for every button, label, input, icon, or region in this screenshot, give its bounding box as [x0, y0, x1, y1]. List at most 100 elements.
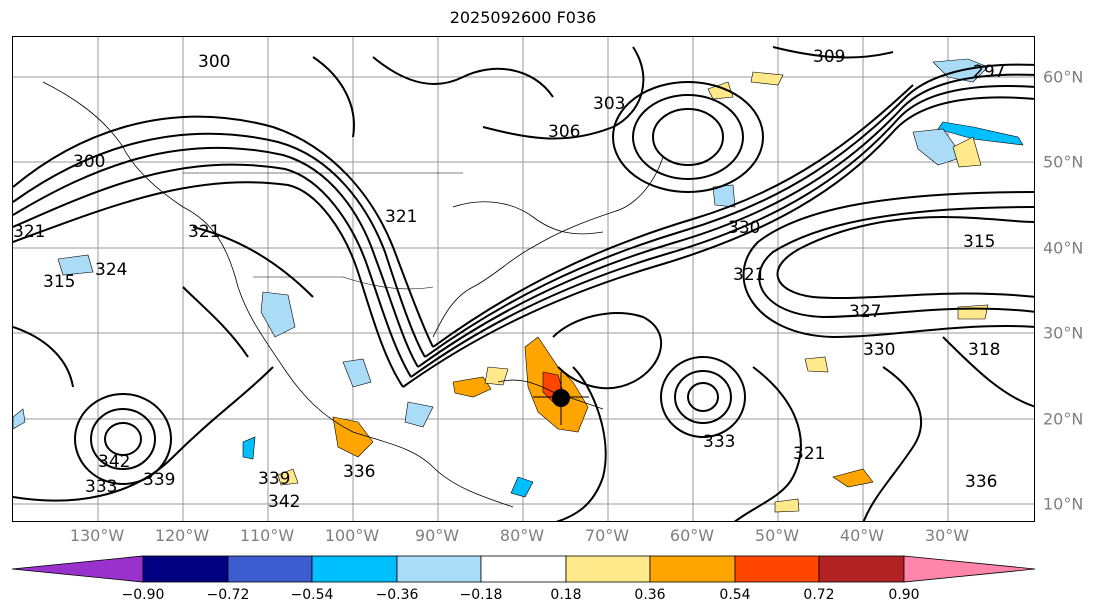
yellow-shade — [750, 71, 784, 86]
contour-label: 339 — [143, 470, 175, 490]
lightblue-shade — [404, 401, 434, 428]
contour-line — [862, 366, 923, 521]
lightblue-shade — [13, 408, 26, 430]
lat-label: 50°N — [1043, 152, 1084, 172]
yellow-shade — [774, 498, 800, 513]
cyan-shade — [510, 476, 534, 498]
lon-label: 80°W — [499, 526, 545, 545]
contour-line — [942, 336, 1034, 408]
contour-label: 300 — [73, 152, 105, 172]
contour-line — [432, 84, 914, 348]
contour-line — [652, 108, 724, 166]
colorbar-tick: 0.90 — [888, 587, 920, 603]
colorbar-segment — [227, 555, 313, 583]
yellow-shade — [804, 356, 829, 373]
colorbar-tick: −0.18 — [459, 587, 503, 603]
map-panel: 300 300 303 306 309 297 315 315 318 321 … — [12, 36, 1035, 522]
lon-label: 120°W — [154, 526, 210, 545]
contour-line — [402, 96, 1034, 388]
colorbar-segment — [818, 555, 905, 583]
contour-line — [13, 326, 74, 388]
colorbar-segment — [480, 555, 567, 583]
storm-track — [533, 372, 589, 425]
lightblue-shade — [712, 184, 736, 208]
contour-line — [632, 94, 744, 180]
colorbar-tick: −0.72 — [206, 587, 250, 603]
coastlines — [42, 81, 664, 508]
yellow-shade — [484, 366, 509, 386]
yellow-shade — [277, 468, 299, 486]
shaded-fields — [13, 58, 1024, 513]
contour-line — [687, 382, 719, 412]
colorbar-segment — [903, 555, 1036, 583]
contour-line — [13, 181, 404, 388]
contour-lines — [13, 46, 1034, 521]
cyan-shade — [242, 436, 256, 460]
contour-line — [104, 422, 142, 456]
contour-label: 327 — [849, 302, 881, 322]
border-line — [253, 276, 434, 290]
contour-label: 321 — [188, 222, 220, 242]
colorbar-tick: −0.90 — [121, 587, 165, 603]
contour-line — [13, 146, 419, 368]
contour-label: 318 — [968, 340, 1000, 360]
contour-line — [182, 286, 249, 358]
colorbar-segments — [12, 555, 1036, 583]
coastline — [42, 81, 514, 508]
lat-label: 30°N — [1043, 323, 1084, 343]
contour-line — [660, 356, 746, 438]
contour-label: 309 — [813, 47, 845, 67]
contour-label: 339 — [258, 469, 290, 489]
colorbar-tick: −0.36 — [375, 587, 419, 603]
contour-line — [552, 312, 662, 390]
yellow-shade — [707, 81, 734, 100]
colorbar-segment — [565, 555, 651, 583]
lat-label: 10°N — [1043, 494, 1084, 514]
figure-title: 2025092600 F036 — [449, 8, 597, 27]
contour-label: 321 — [13, 222, 45, 242]
colorbar-segment — [734, 555, 820, 583]
contour-line — [742, 191, 1034, 339]
lightblue-shade — [57, 254, 94, 276]
contour-label: 324 — [95, 260, 127, 280]
lat-label: 60°N — [1043, 67, 1084, 87]
contour-line — [192, 226, 314, 298]
contour-label: 336 — [343, 462, 375, 482]
contour-line — [74, 393, 172, 485]
lon-label: 70°W — [584, 526, 630, 545]
colorbar-segment — [396, 555, 482, 583]
contour-line — [90, 408, 156, 470]
contour-label: 342 — [268, 492, 300, 512]
contour-line — [734, 366, 802, 521]
lightblue-shade — [260, 291, 296, 338]
contour-line — [555, 366, 607, 521]
contour-line — [417, 73, 1034, 368]
contour-line — [482, 46, 645, 140]
lon-label: 110°W — [239, 526, 295, 545]
contour-label: 300 — [198, 52, 230, 72]
contour-label: 333 — [85, 477, 117, 497]
graticule — [13, 37, 1034, 521]
cyan-shade — [937, 121, 1024, 146]
colorbar-segment — [311, 555, 398, 583]
contour-line — [13, 163, 412, 378]
colorbar-segment — [649, 555, 736, 583]
lon-label: 60°W — [669, 526, 715, 545]
contour-label: 333 — [703, 432, 735, 452]
contour-label: 306 — [548, 122, 580, 142]
colorbar-segment — [12, 555, 144, 583]
colorbar — [12, 555, 1036, 583]
lightblue-shade — [912, 128, 964, 166]
lon-label: 90°W — [414, 526, 460, 545]
yellow-shade — [952, 136, 982, 168]
contour-label: 336 — [965, 472, 997, 492]
map-canvas: 300 300 303 306 309 297 315 315 318 321 … — [13, 37, 1034, 521]
coastline — [497, 379, 604, 410]
colorbar-tick: 0.18 — [550, 587, 582, 603]
lon-label: 30°W — [924, 526, 970, 545]
lat-label: 40°N — [1043, 238, 1084, 258]
colorbar-segment — [142, 555, 229, 583]
contour-label: 330 — [728, 218, 760, 238]
orange-shade — [452, 376, 492, 398]
contour-line — [372, 56, 554, 98]
